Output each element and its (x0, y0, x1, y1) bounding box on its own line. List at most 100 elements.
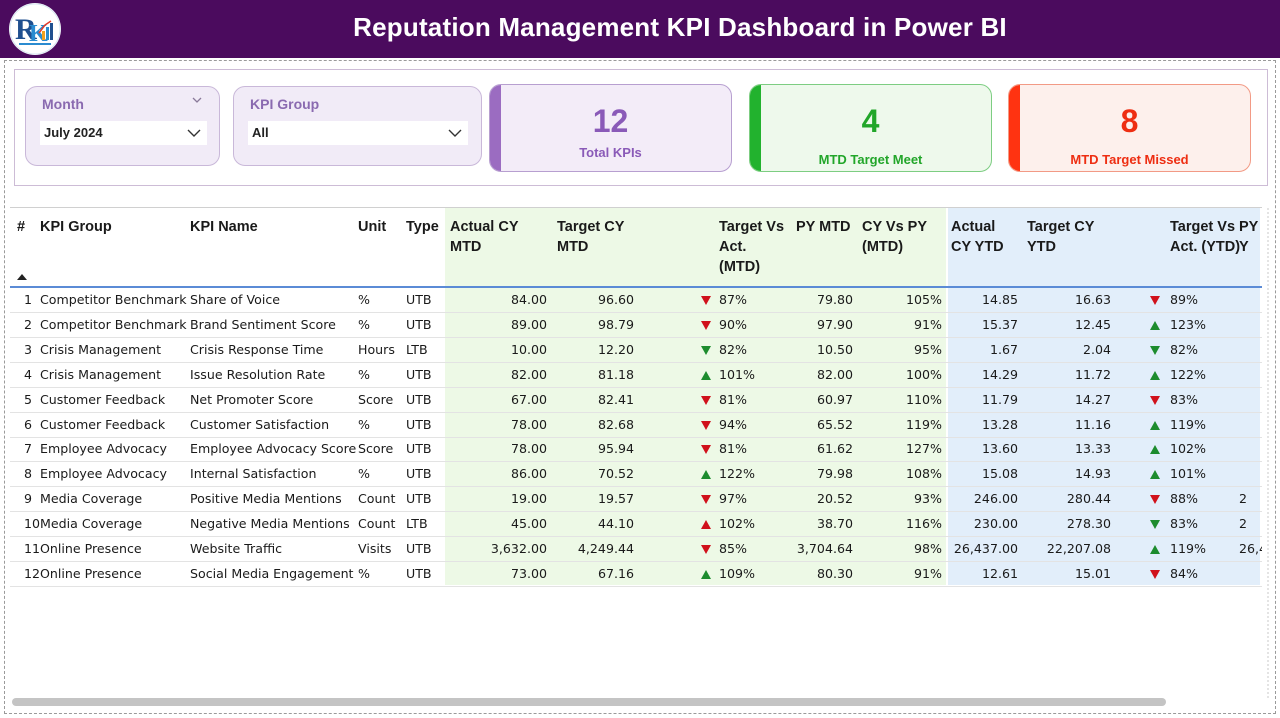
py-mtd-cell: 80.30 (816, 565, 853, 581)
column-header-target-vs-act-ytd[interactable]: Target Vs Act. (YTD) (1170, 219, 1241, 255)
kpi-name-cell: Social Media Engagement (190, 565, 354, 581)
sort-ascending-icon[interactable] (17, 274, 27, 280)
target-vs-act-ytd-cell: 89% (1170, 292, 1198, 307)
table-row[interactable]: 1 Competitor Benchmark Share of Voice% UTB 8… (10, 288, 1262, 313)
actual-cy-ytd-cell: 230.00 (973, 516, 1018, 532)
type-cell: UTB (406, 466, 432, 482)
kpi-group-dropdown[interactable]: All (248, 121, 468, 145)
chevron-down-icon[interactable] (448, 127, 462, 139)
arrow-up-icon (701, 569, 711, 579)
unit-cell: % (358, 366, 370, 382)
kpi-name-cell: Website Traffic (190, 541, 283, 556)
py-mtd-cell: 20.52 (816, 491, 853, 507)
column-header-kpi-name[interactable]: KPI Name (190, 219, 258, 235)
target-vs-act-ytd-cell: 83% (1170, 391, 1198, 407)
svg-text:R: R (15, 13, 37, 46)
kpi-group-cell: Customer Feedback (40, 391, 166, 407)
target-vs-act-ytd-cell: 82% (1170, 341, 1198, 357)
actual-cy-ytd-cell: 1.67 (989, 341, 1018, 357)
actual-cy-ytd-cell: 13.28 (981, 416, 1018, 432)
target-cy-mtd-cell: 67.16 (597, 565, 634, 581)
table-row[interactable]: 3 Crisis Management Crisis Response Time Ho… (10, 338, 1262, 363)
table-row[interactable]: 9 Media Coverage Positive Media Mentions Co… (10, 487, 1262, 513)
kpi-group-dropdown-value: All (252, 125, 269, 140)
target-vs-act-mtd-cell: 122% (719, 466, 756, 482)
target-cy-ytd-cell: 16.63 (1074, 292, 1111, 307)
column-header-num[interactable]: # (17, 219, 26, 235)
type-cell: UTB (406, 316, 432, 332)
month-slicer-label: Month (42, 96, 84, 112)
chevron-down-icon[interactable] (192, 95, 202, 105)
table-row[interactable]: 5 Customer Feedback Net Promoter Score Scor… (10, 388, 1262, 413)
row-number: 8 (24, 466, 33, 482)
month-dropdown[interactable]: July 2024 (40, 121, 207, 145)
column-header-cy-vs-py-mtd[interactable]: CY Vs PY (MTD) (862, 219, 927, 255)
type-cell: LTB (406, 341, 428, 357)
column-header-unit[interactable]: Unit (358, 219, 387, 235)
table-row[interactable]: 11 Online Presence Website Traffic Visits UT… (10, 537, 1262, 562)
cy-vs-py-mtd-cell: 105% (905, 292, 942, 307)
cy-vs-py-mtd-cell: 108% (905, 466, 942, 482)
column-header-kpi-group[interactable]: KPI Group (40, 219, 112, 235)
kpi-name-cell: Customer Satisfaction (190, 416, 330, 432)
target-cy-mtd-cell: 19.57 (597, 491, 634, 507)
ytd-column-band (948, 208, 1262, 585)
type-cell: LTB (406, 516, 428, 532)
target-vs-act-mtd-cell: 81% (719, 441, 747, 457)
table-row[interactable]: 10 Media Coverage Negative Media Mentions C… (10, 512, 1262, 538)
cy-vs-py-mtd-cell: 91% (914, 316, 942, 332)
cy-vs-py-mtd-cell: 91% (914, 565, 942, 581)
target-cy-ytd-cell: 12.45 (1074, 316, 1111, 332)
column-header-actual-cy-mtd[interactable]: Actual CY MTD (450, 219, 519, 255)
py-mtd-cell: 82.00 (816, 366, 853, 382)
kpi-table[interactable]: # KPI Group KPI Name Unit Type Actual CY… (10, 207, 1262, 587)
target-cy-ytd-cell: 13.33 (1074, 441, 1111, 457)
kpi-group-cell: Employee Advocacy (40, 466, 167, 482)
py-mtd-cell: 61.62 (816, 441, 853, 457)
column-header-actual-cy-ytd[interactable]: Actual CY YTD (951, 219, 1004, 255)
arrow-down-icon (701, 495, 711, 505)
column-header-type[interactable]: Type (406, 219, 439, 235)
vertical-scrollbar[interactable] (1265, 208, 1271, 698)
column-header-py-mtd[interactable]: PY MTD (796, 219, 851, 235)
cy-vs-py-mtd-cell: 95% (914, 341, 942, 357)
month-dropdown-value: July 2024 (44, 125, 103, 140)
mtd-column-band (445, 208, 946, 585)
table-row[interactable]: 12 Online Presence Social Media Engagement… (10, 562, 1262, 587)
unit-cell: % (358, 565, 370, 581)
unit-cell: % (358, 466, 370, 482)
arrow-down-icon (701, 445, 711, 455)
actual-cy-ytd-cell: 13.60 (981, 441, 1018, 457)
py-mtd-cell: 79.80 (816, 292, 853, 307)
arrow-up-icon (701, 470, 711, 480)
row-number: 11 (24, 541, 41, 556)
target-cy-mtd-cell: 4,249.44 (577, 541, 634, 556)
unit-cell: Score (358, 391, 394, 407)
kpi-group-cell: Competitor Benchmark (40, 292, 187, 307)
kpi-group-cell: Media Coverage (40, 516, 143, 532)
column-header-target-cy-ytd[interactable]: Target CY YTD (1027, 219, 1095, 255)
horizontal-scrollbar-thumb[interactable] (12, 698, 1166, 706)
target-cy-ytd-cell: 278.30 (1066, 516, 1111, 532)
arrow-down-icon (1150, 345, 1160, 355)
chevron-down-icon[interactable] (187, 127, 201, 139)
column-header-py-ytd[interactable]: PY Y (1239, 219, 1259, 255)
column-header-target-cy-mtd[interactable]: Target CY MTD (557, 219, 625, 255)
arrow-up-icon (701, 520, 711, 530)
table-row[interactable]: 4 Crisis Management Issue Resolution Rate%… (10, 363, 1262, 388)
table-row[interactable]: 7 Employee Advocacy Employee Advocacy Scor… (10, 437, 1262, 463)
table-row[interactable]: 2 Competitor Benchmark Brand Sentiment Sco… (10, 313, 1262, 338)
table-row[interactable]: 8 Employee Advocacy Internal Satisfaction%… (10, 462, 1262, 488)
arrow-down-icon (701, 320, 711, 330)
py-mtd-cell: 97.90 (816, 316, 853, 332)
column-header-target-vs-act-mtd[interactable]: Target Vs Act. (MTD) (719, 219, 785, 275)
arrow-up-icon (1150, 470, 1160, 480)
table-row[interactable]: 6 Customer Feedback Customer Satisfaction%… (10, 413, 1262, 438)
type-cell: UTB (406, 565, 432, 581)
kpi-name-cell: Employee Advocacy Score (190, 441, 357, 457)
header-divider (10, 286, 1262, 288)
kpi-group-cell: Competitor Benchmark (40, 316, 187, 332)
py-mtd-cell: 38.70 (816, 516, 853, 532)
mtd-target-meet-label: MTD Target Meet (818, 152, 923, 167)
py-ytd-cell: 2 (1239, 491, 1248, 507)
